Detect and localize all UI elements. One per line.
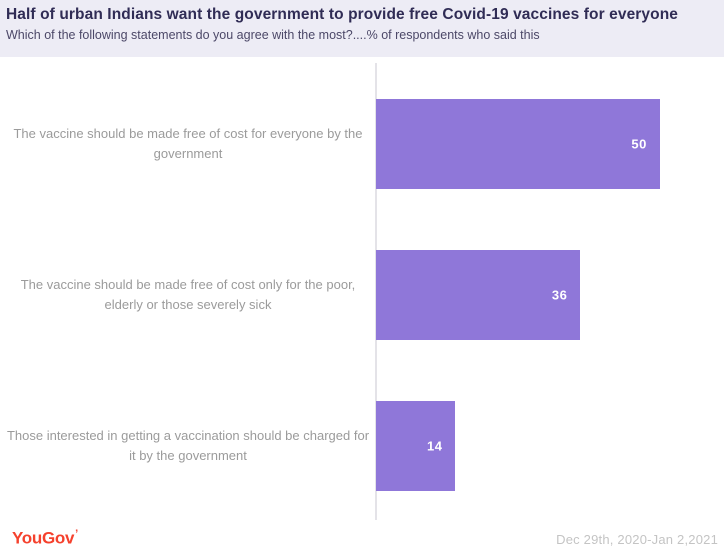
bar: 50 <box>376 98 660 189</box>
yougov-logo-accent: ’ <box>75 528 78 541</box>
yougov-logo-text: YouGov <box>12 529 75 548</box>
bar-track: 36 <box>376 249 724 340</box>
bar-value-label: 14 <box>427 438 443 453</box>
bar-row: The vaccine should be made free of cost … <box>0 219 724 370</box>
chart-footer: YouGov’ Dec 29th, 2020-Jan 2,2021 <box>0 520 724 556</box>
bar-track: 14 <box>376 400 724 491</box>
bar-value-label: 50 <box>631 136 647 151</box>
bar-row: The vaccine should be made free of cost … <box>0 68 724 219</box>
chart-header: Half of urban Indians want the governmen… <box>0 0 724 57</box>
bar: 14 <box>376 400 456 491</box>
category-label: The vaccine should be made free of cost … <box>20 276 356 312</box>
yougov-logo: YouGov’ <box>12 528 78 549</box>
bar-value-label: 36 <box>551 287 568 302</box>
page-subtitle: Which of the following statements do you… <box>6 28 540 42</box>
page-title: Half of urban Indians want the governmen… <box>6 6 679 23</box>
bar-row: Those interested in getting a vaccinatio… <box>0 370 724 521</box>
fieldwork-dates: Dec 29th, 2020-Jan 2,2021 <box>556 532 718 547</box>
category-label: Those interested in getting a vaccinatio… <box>6 427 370 463</box>
bar-chart: The vaccine should be made free of cost … <box>0 63 724 521</box>
bar-track: 50 <box>376 98 724 189</box>
category-label: The vaccine should be made free of cost … <box>13 125 363 161</box>
bar: 36 <box>376 249 581 340</box>
